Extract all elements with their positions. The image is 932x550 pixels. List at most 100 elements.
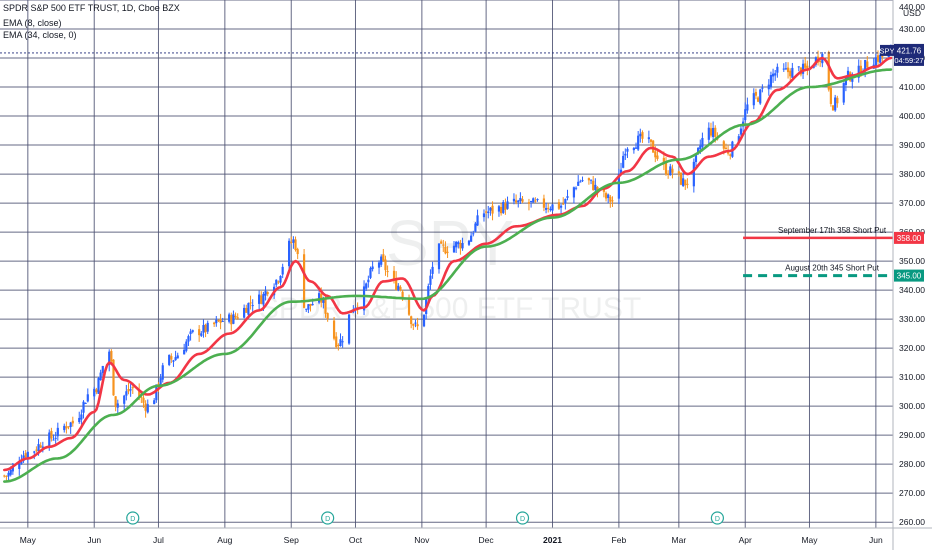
candle-body (99, 372, 102, 381)
candle-body (146, 404, 149, 413)
candle-body (266, 292, 269, 295)
candle-body (347, 314, 351, 344)
candle-body (422, 314, 426, 327)
dividend-marker[interactable] (126, 511, 140, 525)
candle-body (332, 320, 336, 339)
candle-body (801, 63, 805, 74)
candle-body (144, 403, 147, 411)
candle-body (482, 213, 486, 218)
candle-body (416, 324, 419, 327)
candle-body (317, 293, 321, 303)
candle-body (517, 200, 520, 203)
candle-body (724, 147, 728, 150)
candle-body (215, 319, 218, 324)
ema-slow-legend[interactable]: EMA (34, close, 0) (3, 30, 77, 40)
ema-fast-legend[interactable]: EMA (8, close) (3, 18, 62, 28)
price-tag-countdown: 04:59:27 (894, 56, 923, 65)
candle-body (309, 303, 312, 307)
candle-body (335, 336, 338, 348)
candle-body (52, 439, 55, 441)
dividend-marker-label: D (520, 516, 525, 523)
candle-body (791, 67, 794, 78)
annotation-price-text: 345.00 (897, 272, 922, 281)
grid (0, 0, 893, 528)
candle-body (881, 55, 884, 57)
candle-body (677, 171, 680, 174)
annotation-price-tag (894, 231, 924, 244)
price-tag-value: 421.76 (897, 46, 922, 55)
price-axis: 260.00 270.00 280.00 290.00 300.00 310.00 320.… (892, 0, 925, 550)
dividend-marker[interactable] (515, 511, 530, 525)
candle-body (127, 389, 130, 392)
ema-slow-line[interactable] (3, 68, 893, 483)
candle-body (228, 314, 231, 322)
candle-body (769, 75, 773, 87)
candle-body (174, 357, 177, 361)
price-tag-symbol-box (880, 44, 894, 56)
y-tick-label: 390.00 (899, 140, 925, 150)
x-tick-label: Mar (672, 535, 687, 545)
candle-body (752, 93, 755, 106)
candle-body (592, 180, 595, 191)
candle-body (5, 475, 8, 477)
x-tick-label: Jul (153, 535, 164, 545)
candle-body (632, 148, 635, 151)
dividend-marker[interactable] (321, 511, 335, 525)
candle-body (761, 87, 764, 89)
y-tick-label: 310.00 (899, 372, 925, 382)
candle-body (497, 206, 501, 212)
candle-body (281, 266, 284, 275)
candle-body (234, 315, 237, 318)
candle-body (521, 199, 524, 202)
candle-body (737, 136, 740, 144)
price-tag-box (894, 43, 924, 66)
candle-body (264, 290, 267, 296)
candle-body (410, 316, 413, 325)
candle-body (337, 344, 340, 346)
candle-body (542, 198, 546, 208)
candle-body (277, 281, 280, 283)
candle-body (217, 320, 220, 322)
candle-body (114, 396, 117, 408)
candle-body (380, 256, 383, 265)
dividend-marker[interactable] (710, 511, 724, 525)
candle-body (806, 65, 809, 69)
candle-body (637, 135, 640, 150)
candle-body (532, 198, 535, 203)
x-tick-label: Nov (414, 535, 430, 545)
candle-body (125, 391, 128, 396)
y-tick-label: 270.00 (899, 488, 925, 498)
candle-body (581, 180, 584, 182)
candle-body (412, 324, 415, 326)
candle-body (639, 133, 642, 137)
candle-body (502, 202, 505, 213)
dividend-marker-label: D (715, 516, 720, 523)
y-tick-label: 290.00 (899, 430, 925, 440)
candle-body (547, 207, 550, 209)
candle-body (649, 139, 653, 142)
candle-body (746, 104, 749, 111)
ema-fast-line[interactable] (3, 56, 893, 472)
candle-body (219, 319, 222, 323)
candle-body (701, 137, 704, 147)
candle-body (782, 68, 785, 70)
watermark-ticker: SPY (386, 207, 514, 279)
candle-body (489, 207, 492, 211)
candle-body (431, 266, 434, 274)
candle-body (204, 324, 207, 333)
candle-body (662, 157, 665, 164)
candle-body (514, 200, 518, 203)
candle-body (534, 200, 537, 202)
candle-body (202, 325, 205, 333)
candle-body (129, 389, 132, 391)
annotation-price-text: 358.00 (897, 234, 922, 243)
y-tick-label: 330.00 (899, 314, 925, 324)
candle-body (789, 70, 792, 77)
candle-body (392, 270, 396, 280)
symbol-legend[interactable]: SPDR S&P 500 ETF TRUST, 1D, Cboe BZX (3, 3, 180, 13)
candle-body (774, 73, 777, 76)
candle-body (617, 174, 620, 199)
